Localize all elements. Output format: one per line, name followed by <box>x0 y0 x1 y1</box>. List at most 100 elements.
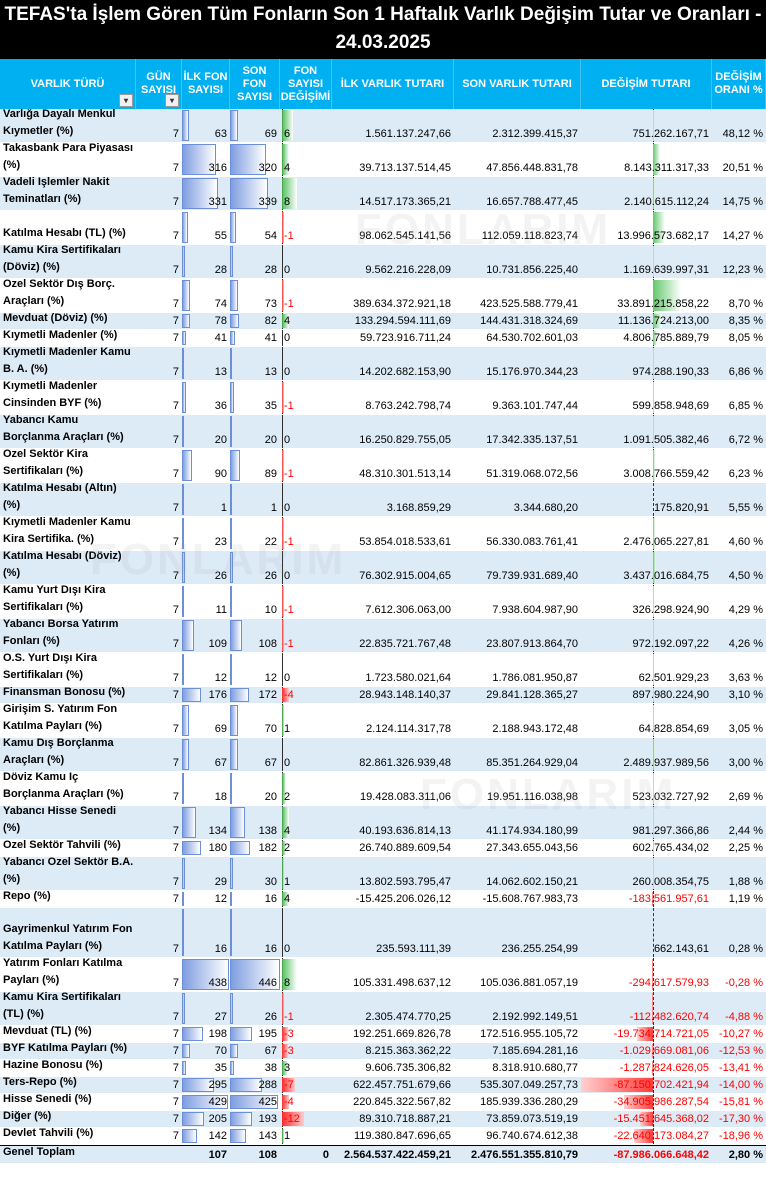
last-fund-count-text: 143 <box>258 1130 277 1142</box>
table-row[interactable]: Diğer (%) 7 205 193 -12 89.310.718.887,21 73.8… <box>0 1111 766 1128</box>
total-row[interactable]: Genel Toplam 107 108 0 2.564.537.422.459,21 2… <box>0 1145 766 1164</box>
first-fund-count: 176 <box>182 687 230 703</box>
first-fund-count-bar <box>182 552 185 583</box>
last-asset-amount-text: 41.174.934.180,99 <box>486 825 578 837</box>
day-count-text: 7 <box>172 893 179 905</box>
table-row[interactable]: Özel Sektör Dış Borç. Araçları (%) 7 74 73-… <box>0 279 766 313</box>
table-row[interactable]: Özel Sektör Kira Sertifikaları (%) 7 90 89-… <box>0 449 766 483</box>
first-fund-count-text: 107 <box>208 1149 227 1161</box>
table-row[interactable]: Kamu Kira Sertifikaları (TL) (%) 7 27 26 -1 2… <box>0 992 766 1026</box>
filter-dropdown-icon[interactable]: ▾ <box>165 94 179 107</box>
col-header-son-varlik[interactable]: SON VARLIK TUTARI <box>454 59 581 109</box>
last-fund-count: 38 <box>230 1060 280 1076</box>
asset-name: Katılma Hesabı (Altın) (%) <box>0 483 136 516</box>
last-fund-count-text: 20 <box>264 791 277 803</box>
table-row[interactable]: BYF Katılma Payları (%) 7 70 67 -3 8.215.363.… <box>0 1043 766 1060</box>
col-header-varlik[interactable]: VARLIK TÜRÜ ▾ <box>0 59 136 109</box>
asset-name-text: Ö.S. Yurt Dışı Kira Sertifikaları (%) <box>3 653 97 681</box>
table-row[interactable]: Katılma Hesabı (TL) (%) 7 55 54 -1 98.062.545… <box>0 211 766 245</box>
table-row[interactable]: Vadeli İşlemler Nakit Teminatları (%) 7 33… <box>0 177 766 211</box>
table-row[interactable]: Hisse Senedi (%) 7 429 425 -4 220.845.322.567… <box>0 1094 766 1111</box>
asset-name: Hisse Senedi (%) <box>0 1094 136 1110</box>
last-asset-amount-text: 15.176.970.344,23 <box>486 366 578 378</box>
table-row[interactable]: Kıymetli Madenler Kamu B. A. (%) 7 13 13 0 14… <box>0 347 766 381</box>
change-rate: 14,75 % <box>712 177 766 210</box>
change-rate: 12,23 % <box>712 245 766 278</box>
last-fund-count-bar <box>230 1061 235 1075</box>
change-amount-bar <box>653 212 665 243</box>
fund-count-change-text: -4 <box>284 689 294 701</box>
table-row[interactable]: Yabancı Hisse Senedi (%) 7 134 138 4 40.193.6… <box>0 806 766 840</box>
change-amount: -87.986.066.648,42 <box>581 1146 712 1163</box>
table-row[interactable]: Ters-Repo (%) 7 295 288 -7 622.457.751.679,66… <box>0 1077 766 1094</box>
change-rate-text: -12,53 % <box>718 1045 763 1057</box>
asset-name-text: Gayrimenkul Yatırım Fon Katılma Payları … <box>3 923 133 952</box>
last-fund-count-bar <box>230 552 233 583</box>
change-amount-text: 2.476.065.227,81 <box>623 536 709 548</box>
change-rate-text: 3,63 % <box>728 672 763 684</box>
last-fund-count-text: 16 <box>264 893 277 905</box>
asset-name: Yabancı Borsa Yatırım Fonları (%) <box>0 619 136 652</box>
col-header-ilk-fon[interactable]: İLK FON SAYISI <box>182 59 230 109</box>
fund-count-change: 4 <box>280 891 332 907</box>
change-amount-bar <box>653 586 654 617</box>
day-count-text: 7 <box>172 842 179 854</box>
last-fund-count: 10 <box>230 585 280 618</box>
table-row[interactable]: Döviz Kamu İç Borçlanma Araçları (%) 7 18 2… <box>0 772 766 806</box>
first-fund-count: 1 <box>182 483 230 516</box>
fund-change-bar <box>282 892 290 906</box>
change-amount: 62.501.929,23 <box>581 653 712 686</box>
table-row[interactable]: Özel Sektör Tahvili (%) 7 180 182 2 26.740.88… <box>0 840 766 857</box>
col-header-degisim-tutar[interactable]: DEĞİŞİM TUTARI <box>581 59 712 109</box>
table-row[interactable]: Kıymetli Madenler Cinsinden BYF (%) 7 36 35… <box>0 381 766 415</box>
first-fund-count: 23 <box>182 517 230 550</box>
first-fund-count-bar <box>182 909 184 956</box>
first-asset-amount-text: 98.062.545.141,56 <box>359 230 451 242</box>
table-row[interactable]: Girişim S. Yatırım Fon Katılma Payları (… <box>0 704 766 738</box>
last-fund-count-text: 54 <box>264 230 277 242</box>
table-row[interactable]: Kıymetli Madenler (%) 7 41 41 0 59.723.916.71… <box>0 330 766 347</box>
table-row[interactable]: Kamu Kira Sertifikaları (Döviz) (%) 7 28 28… <box>0 245 766 279</box>
last-fund-count-bar <box>230 739 238 770</box>
table-row[interactable]: Mevduat (TL) (%) 7 198 195 -3 192.251.669.826… <box>0 1026 766 1043</box>
last-asset-amount-text: 7.185.694.281,16 <box>492 1045 578 1057</box>
table-row[interactable]: Yabancı Borsa Yatırım Fonları (%) 7 109 108… <box>0 619 766 653</box>
last-fund-count-bar <box>230 909 232 956</box>
table-row[interactable]: Gayrimenkul Yatırım Fon Katılma Payları … <box>0 908 766 958</box>
col-header-ilk-varlik[interactable]: İLK VARLIK TUTARI <box>332 59 454 109</box>
table-row[interactable]: Mevduat (Döviz) (%) 7 78 82 4 133.294.594.111… <box>0 313 766 330</box>
last-asset-amount-text: 56.330.083.761,41 <box>486 536 578 548</box>
change-amount-text: 751.262.167,71 <box>632 128 709 140</box>
first-fund-count-bar <box>182 892 184 906</box>
change-rate: 4,29 % <box>712 585 766 618</box>
table-row[interactable]: Kamu Yurt Dışı Kira Sertifikaları (%) 7 11… <box>0 585 766 619</box>
first-fund-count-text: 316 <box>208 162 227 174</box>
first-asset-amount: 2.124.114.317,78 <box>332 704 454 737</box>
table-row[interactable]: Hazine Bonosu (%) 7 35 38 3 9.606.735.306,82 8… <box>0 1060 766 1077</box>
table-row[interactable]: Kıymetli Madenler Kamu Kira Sertifika. (… <box>0 517 766 551</box>
change-amount: 523.032.727,92 <box>581 772 712 805</box>
table-row[interactable]: Finansman Bonosu (%) 7 176 172 -4 28.943.148.… <box>0 687 766 704</box>
table-row[interactable]: Takasbank Para Piyasası (%) 7 316 320 4 39.71… <box>0 143 766 177</box>
col-header-degisim-oran[interactable]: DEĞİŞİM ORANI % <box>712 59 766 109</box>
last-asset-amount: 27.343.655.043,56 <box>454 840 581 856</box>
table-row[interactable]: Yabancı Kamu Borçlanma Araçları (%) 7 20 20… <box>0 415 766 449</box>
last-fund-count-bar <box>230 1027 252 1041</box>
last-asset-amount-text: 79.739.931.689,40 <box>486 570 578 582</box>
change-amount-text: 1.169.639.997,31 <box>623 264 709 276</box>
table-row[interactable]: Repo (%) 7 12 16 4 -15.425.206.026,12 -15.608.… <box>0 891 766 908</box>
table-row[interactable]: Varlığa Dayalı Menkul Kıymetler (%) 7 63 69… <box>0 109 766 143</box>
table-row[interactable]: Devlet Tahvili (%) 7 142 143 1 119.380.847.69… <box>0 1128 766 1145</box>
table-row[interactable]: Katılma Hesabı (Altın) (%) 7 1 1 0 3.168.859,… <box>0 483 766 517</box>
table-row[interactable]: Yabancı Özel Sektör B.A. (%) 7 29 30 1 13.802… <box>0 857 766 891</box>
col-header-fon-degisim[interactable]: FON SAYISI DEĞİŞİMİ <box>280 59 332 109</box>
first-fund-count-bar <box>182 858 186 889</box>
table-row[interactable]: Ö.S. Yurt Dışı Kira Sertifikaları (%) 7 12… <box>0 653 766 687</box>
col-header-son-fon[interactable]: SON FON SAYISI <box>230 59 280 109</box>
table-row[interactable]: Yatırım Fonları Katılma Payları (%) 7 438 4… <box>0 958 766 992</box>
table-row[interactable]: Katılma Hesabı (Döviz) (%) 7 26 26 0 76.302.9… <box>0 551 766 585</box>
asset-name-text: Özel Sektör Tahvili (%) <box>3 840 121 851</box>
col-header-gun[interactable]: GÜN SAYISI ▾ <box>136 59 182 109</box>
table-row[interactable]: Kamu Dış Borçlanma Araçları (%) 7 67 67 0 82.… <box>0 738 766 772</box>
filter-sort-icon[interactable]: ▾ <box>119 94 133 107</box>
